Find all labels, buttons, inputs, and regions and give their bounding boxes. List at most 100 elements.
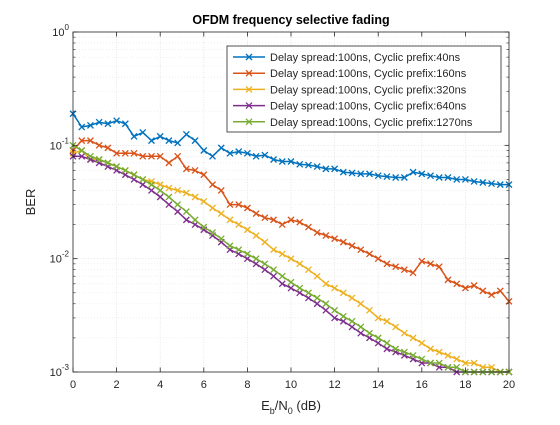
data-point — [165, 193, 173, 201]
data-point — [191, 216, 199, 224]
data-point — [287, 255, 295, 263]
data-point — [331, 314, 339, 322]
data-point — [270, 272, 278, 280]
legend: Delay spread:100ns, Cyclic prefix:40ns De… — [226, 45, 502, 133]
data-point — [339, 238, 347, 246]
data-point — [252, 255, 260, 263]
data-point — [435, 348, 443, 356]
data-point — [287, 216, 295, 224]
data-point — [296, 284, 304, 292]
legend-box — [226, 45, 502, 133]
x-tick-label: 18 — [459, 379, 471, 391]
data-point — [165, 201, 173, 209]
data-point — [313, 300, 321, 308]
data-point — [357, 170, 365, 178]
data-point — [479, 287, 487, 295]
data-point — [252, 152, 260, 160]
data-point — [200, 171, 208, 179]
data-point — [113, 149, 121, 157]
data-point — [243, 226, 251, 234]
data-point — [278, 221, 286, 229]
data-point — [78, 137, 86, 145]
data-point — [148, 186, 155, 194]
data-point — [287, 284, 295, 292]
data-point — [427, 260, 434, 268]
data-point — [200, 197, 208, 205]
data-point — [322, 306, 330, 314]
data-point — [139, 152, 147, 160]
data-point — [148, 152, 155, 160]
data-point — [374, 334, 382, 342]
data-point — [392, 263, 400, 271]
data-point — [86, 152, 94, 160]
data-point — [357, 323, 365, 331]
data-point — [165, 137, 173, 145]
legend-swatch-marker — [245, 53, 253, 61]
data-point — [313, 272, 321, 280]
data-point — [435, 174, 443, 181]
series-5 — [69, 141, 513, 376]
data-point — [461, 359, 469, 367]
data-point — [453, 363, 461, 371]
legend-swatch-marker — [245, 69, 253, 77]
data-point — [418, 355, 426, 363]
data-point — [444, 276, 452, 284]
data-point — [261, 266, 269, 274]
data-point — [322, 232, 330, 239]
data-point — [348, 169, 356, 177]
data-point — [331, 284, 339, 292]
tick-marks — [72, 31, 510, 373]
data-point — [191, 193, 199, 201]
data-point — [427, 345, 434, 353]
data-point — [304, 266, 312, 274]
x-tick-label: 8 — [244, 379, 250, 391]
data-point — [148, 181, 155, 189]
data-point — [270, 246, 278, 254]
data-point — [470, 359, 478, 367]
y-tick-labels: 100 10-1 10-2 10-3 — [50, 23, 70, 379]
data-point — [86, 137, 94, 145]
y-tick-label: 10-2 — [50, 250, 70, 266]
data-point — [182, 189, 190, 197]
data-point — [139, 128, 147, 136]
x-tick-labels: 0 2 4 6 8 10 12 14 16 18 20 — [70, 379, 515, 391]
data-point — [174, 152, 182, 160]
data-point — [313, 229, 321, 237]
data-point — [287, 158, 295, 165]
y-tick-label: 100 — [52, 23, 69, 39]
legend-swatch-marker — [245, 85, 253, 93]
data-point — [209, 181, 216, 189]
data-point — [226, 216, 234, 224]
data-point — [348, 294, 356, 302]
data-point — [348, 323, 356, 331]
data-point — [479, 179, 487, 186]
legend-entry-label: Delay spread:100ns, Cyclic prefix:160ns — [270, 68, 467, 80]
data-point — [304, 289, 312, 297]
data-point — [78, 123, 86, 131]
data-point — [278, 280, 286, 288]
data-point — [418, 339, 426, 347]
data-point — [366, 250, 373, 258]
data-point — [209, 229, 216, 237]
data-point — [383, 317, 391, 325]
legend-entry-label: Delay spread:100ns, Cyclic prefix:1270ns — [270, 117, 473, 129]
data-point — [444, 351, 452, 359]
data-point — [226, 149, 234, 157]
data-point — [182, 208, 190, 216]
data-point — [357, 300, 365, 308]
data-point — [331, 235, 339, 243]
data-point — [488, 180, 496, 188]
data-point — [470, 282, 478, 289]
data-point — [156, 132, 164, 140]
data-point — [444, 363, 452, 371]
x-tick-label: 4 — [157, 379, 163, 391]
data-point — [200, 223, 208, 231]
data-point — [339, 317, 347, 325]
data-point — [366, 329, 373, 337]
data-point — [226, 242, 234, 250]
x-tick-label: 14 — [372, 379, 384, 391]
data-point — [304, 223, 312, 231]
data-point — [270, 266, 278, 274]
data-point — [278, 250, 286, 258]
